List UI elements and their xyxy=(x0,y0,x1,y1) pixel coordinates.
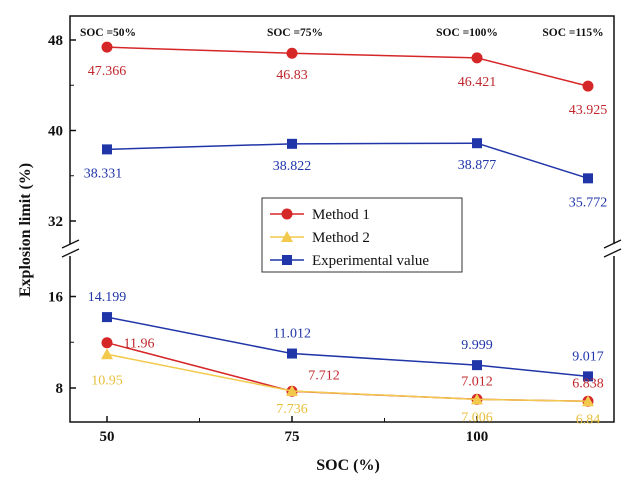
method-2-data-label: 6.84 xyxy=(576,412,601,427)
legend-marker-circle xyxy=(281,208,293,220)
experimental-value-point xyxy=(472,360,482,371)
method-1-data-label: 7.012 xyxy=(461,374,493,389)
experimental-value-point xyxy=(287,348,297,359)
method-1-data-label: 7.712 xyxy=(308,368,340,383)
soc-header: SOC =75% xyxy=(267,27,323,39)
axis-break-mark xyxy=(603,248,622,258)
method-1-data-label: 46.83 xyxy=(276,68,308,83)
experimental-value-point xyxy=(583,371,593,382)
method-1-point xyxy=(286,47,298,59)
method-1-upper-line xyxy=(106,46,589,87)
method-1-point xyxy=(471,52,483,64)
method-1-data-label: 46.421 xyxy=(458,75,497,90)
y-tick-label: 48 xyxy=(48,33,63,49)
soc-header: SOC =50% xyxy=(80,27,136,39)
method-1-point xyxy=(101,337,113,349)
legend-marker-triangle xyxy=(281,231,293,242)
x-tick-label: 100 xyxy=(466,429,489,445)
y-tick-label: 40 xyxy=(48,124,63,140)
experimental-value-data-label: 38.331 xyxy=(84,166,123,181)
method-2-lower-line xyxy=(106,353,589,403)
soc-header: SOC =115% xyxy=(542,27,603,39)
experimental-value-point xyxy=(583,173,593,184)
data-labels: 47.366 46.83 46.421 43.925 38.331 38.822 38.87… xyxy=(84,64,608,427)
method-1-data-label: 11.96 xyxy=(124,337,155,352)
x-axis-title: SOC (%) xyxy=(316,457,380,474)
method-2-data-label: 7.736 xyxy=(276,402,308,417)
axis-break-mark xyxy=(61,239,80,249)
experimental-value-point xyxy=(472,138,482,149)
method-1-data-label: 43.925 xyxy=(569,103,608,118)
axis-ticks: 50 75 100 32 40 48 8 16 xyxy=(48,33,488,445)
experimental-value-upper-line xyxy=(106,142,589,180)
legend-marker-square xyxy=(282,255,292,265)
experimental-value-lower-line xyxy=(106,316,589,378)
method-2-point xyxy=(582,395,594,407)
experimental-value-data-label: 11.012 xyxy=(273,327,311,342)
method-2-data-label: 7.006 xyxy=(461,410,493,425)
method-2-point xyxy=(101,348,113,360)
method-2-point xyxy=(471,393,483,405)
experimental-value-point xyxy=(102,144,112,155)
legend-label: Experimental value xyxy=(312,253,429,269)
experimental-value-point xyxy=(102,312,112,323)
experimental-value-data-label: 38.822 xyxy=(273,159,312,174)
axis-break-marks xyxy=(61,239,622,258)
x-tick-label: 75 xyxy=(285,429,300,445)
method-1-data-label: 6.838 xyxy=(572,376,604,391)
method-2-point xyxy=(286,385,298,397)
axis-break-gap-left xyxy=(60,244,82,256)
x-tick-label: 50 xyxy=(100,429,115,445)
soc-headers: SOC =50% SOC =75% SOC =100% SOC =115% xyxy=(80,27,604,39)
legend-label: Method 1 xyxy=(312,207,370,223)
experimental-value-data-label: 35.772 xyxy=(569,195,608,210)
y-tick-label: 32 xyxy=(48,214,63,230)
plot-frame xyxy=(69,15,615,423)
legend: Method 1 Method 2 Experimental value xyxy=(261,197,463,273)
method-1-point xyxy=(101,41,113,53)
axis-break-gap-right xyxy=(602,244,624,256)
experimental-value-data-label: 9.017 xyxy=(572,349,604,364)
y-axis-title: Explosion limit (%) xyxy=(17,163,34,297)
y-tick-label: 16 xyxy=(48,290,64,306)
method-1-point xyxy=(582,80,594,92)
experimental-value-point xyxy=(287,138,297,149)
legend-label: Method 2 xyxy=(312,230,370,246)
soc-header: SOC =100% xyxy=(436,27,498,39)
axis-break-mark xyxy=(61,248,80,258)
method-1-lower-line xyxy=(106,341,589,403)
series-layer xyxy=(101,41,594,407)
method-2-data-label: 10.95 xyxy=(91,373,123,388)
experimental-value-data-label: 14.199 xyxy=(88,290,127,305)
method-1-data-label: 47.366 xyxy=(88,64,127,79)
experimental-value-data-label: 38.877 xyxy=(458,158,497,173)
y-tick-label: 8 xyxy=(56,381,64,397)
experimental-value-data-label: 9.999 xyxy=(461,338,493,353)
axis-break-mark xyxy=(603,239,622,249)
